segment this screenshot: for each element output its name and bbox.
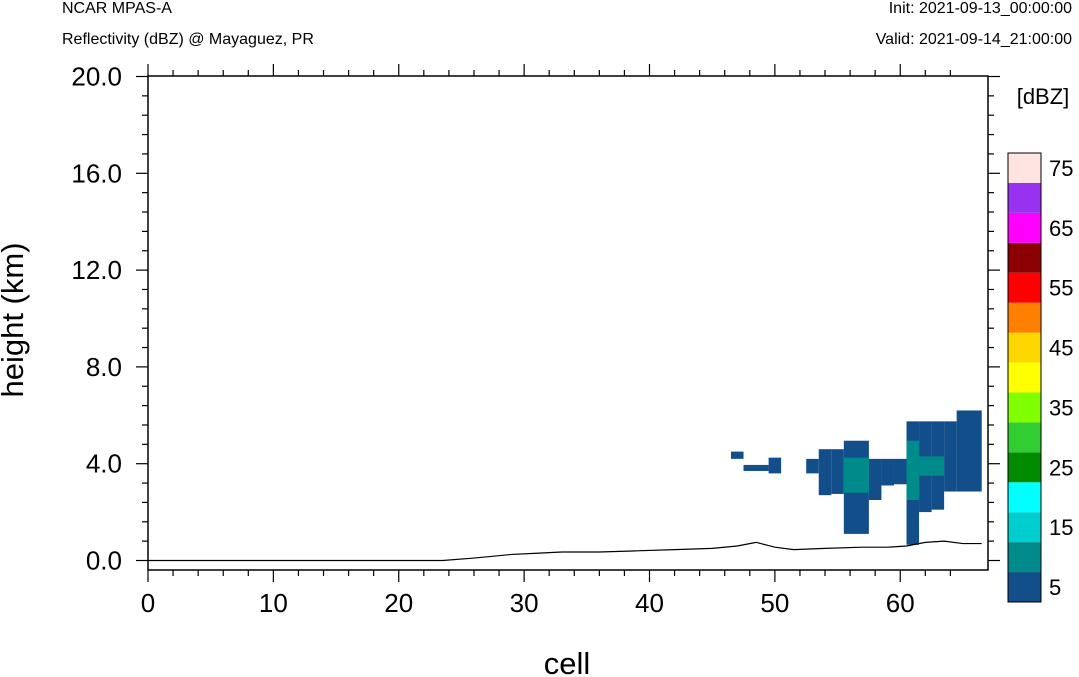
x-tick-label: 20 xyxy=(384,588,413,618)
reflectivity-cell xyxy=(843,457,869,493)
reflectivity-cell xyxy=(818,449,832,496)
reflectivity-cell xyxy=(881,458,894,486)
reflectivity-cell xyxy=(906,440,920,500)
colorbar-swatch xyxy=(1008,572,1041,602)
y-tick-labels: 0.0 4.0 8.0 12.0 16.0 20.0 xyxy=(71,62,122,576)
y-tick-label: 20.0 xyxy=(71,62,122,92)
colorbar-label: 45 xyxy=(1049,336,1073,361)
x-tick-label: 60 xyxy=(886,588,915,618)
colorbar: 5 15 25 35 45 55 65 75 xyxy=(1007,152,1073,603)
terrain-line xyxy=(148,540,982,562)
reflectivity-cell xyxy=(956,410,982,492)
reflectivity-field xyxy=(730,410,982,545)
colorbar-frame xyxy=(1007,152,1042,603)
terrain xyxy=(148,540,982,562)
colorbar-swatch xyxy=(1008,153,1041,183)
plot-frame xyxy=(147,75,989,571)
y-axis-label: height (km) xyxy=(0,242,30,397)
y-tick-label: 12.0 xyxy=(71,255,122,285)
reflectivity-cell xyxy=(806,458,819,474)
y-tick-label: 4.0 xyxy=(86,449,122,479)
valid-time: Valid: 2021-09-14_21:00:00 xyxy=(875,31,1072,48)
colorbar-swatch xyxy=(1008,392,1041,423)
y-tick-label: 0.0 xyxy=(86,546,122,576)
colorbar-label: 35 xyxy=(1049,395,1073,420)
init-time: Init: 2021-09-13_00:00:00 xyxy=(888,0,1072,17)
colorbar-swatch xyxy=(1008,362,1041,393)
colorbar-swatch xyxy=(1008,212,1041,243)
reflectivity-cell xyxy=(919,456,945,476)
reflectivity-cell xyxy=(893,458,907,485)
colorbar-label: 25 xyxy=(1049,455,1073,480)
reflectivity-cell xyxy=(743,464,769,471)
x-tick-labels: 0 10 20 30 40 50 60 xyxy=(141,588,915,618)
reflectivity-cell xyxy=(868,458,882,500)
colorbar-label: 75 xyxy=(1049,156,1073,181)
x-tick-label: 10 xyxy=(259,588,288,618)
y-tick-label: 8.0 xyxy=(86,352,122,382)
x-tick-label: 30 xyxy=(510,588,539,618)
reflectivity-cell xyxy=(944,421,957,492)
colorbar-swatch xyxy=(1008,542,1041,573)
colorbar-label: 5 xyxy=(1049,575,1061,600)
colorbar-label: 55 xyxy=(1049,276,1073,301)
colorbar-swatch xyxy=(1008,482,1041,513)
reflectivity-cell xyxy=(768,457,782,474)
colorbar-swatch xyxy=(1008,182,1041,213)
y-tick-label: 16.0 xyxy=(71,158,122,188)
colorbar-swatch xyxy=(1008,242,1041,273)
colorbar-label: 15 xyxy=(1049,515,1073,540)
colorbar-swatch xyxy=(1008,272,1041,303)
colorbar-title: [dBZ] xyxy=(1017,84,1070,109)
colorbar-swatch xyxy=(1008,332,1041,363)
x-tick-label: 40 xyxy=(635,588,664,618)
variable-subtitle: Reflectivity (dBZ) @ Mayaguez, PR xyxy=(62,31,314,48)
reflectivity-cell xyxy=(831,449,844,494)
colorbar-swatch xyxy=(1008,302,1041,333)
x-tick-label: 50 xyxy=(760,588,789,618)
colorbar-swatch xyxy=(1008,422,1041,453)
model-title: NCAR MPAS-A xyxy=(62,0,172,17)
reflectivity-cell xyxy=(730,451,744,459)
axis-ticks xyxy=(136,64,1000,582)
colorbar-swatch xyxy=(1008,452,1041,483)
x-tick-label: 0 xyxy=(141,588,155,618)
x-axis-label: cell xyxy=(544,646,591,677)
colorbar-swatch xyxy=(1008,512,1041,543)
colorbar-label: 65 xyxy=(1049,216,1073,241)
